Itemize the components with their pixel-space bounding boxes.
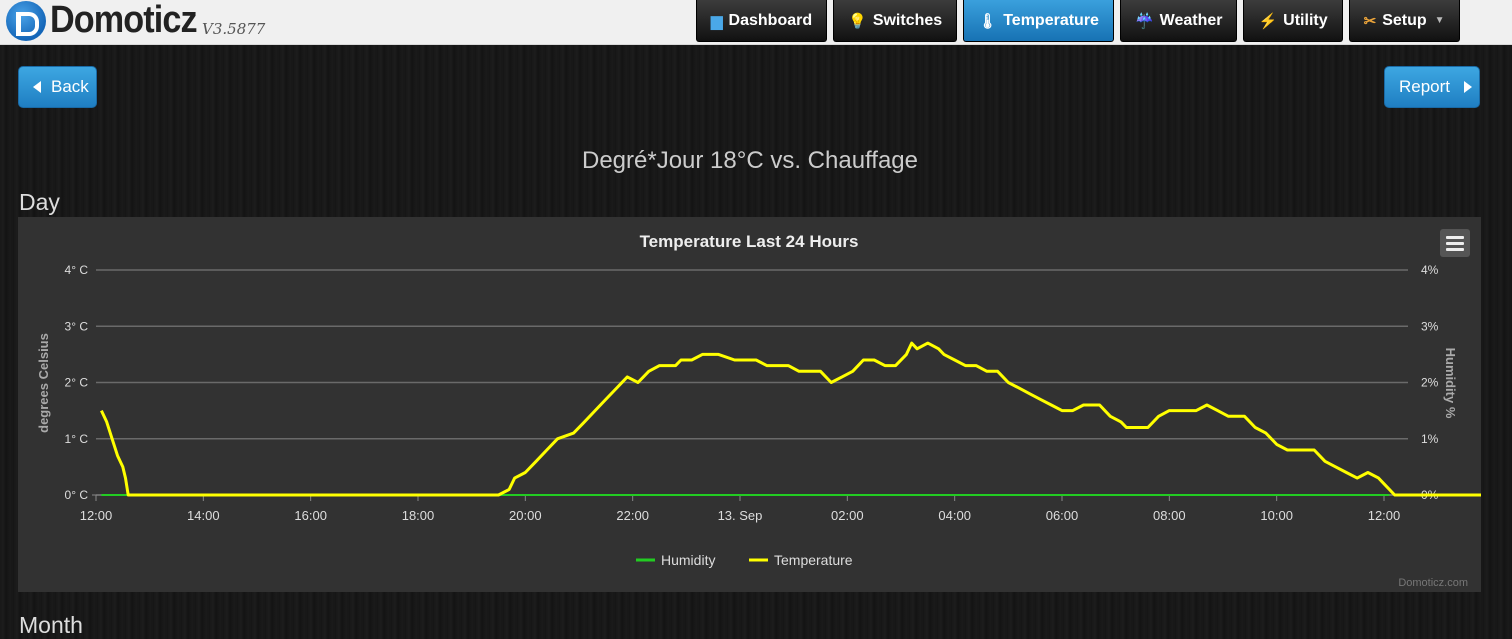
report-button-label: Report xyxy=(1399,77,1451,96)
domoticz-logo-icon xyxy=(6,1,46,41)
lightbulb-icon: 💡 xyxy=(848,12,867,30)
nav-label: Weather xyxy=(1159,11,1223,29)
utility-icon: ⚡ xyxy=(1258,12,1278,30)
main-nav: ▆ Dashboard 💡 Switches 🌡 Temperature ☔ W… xyxy=(696,0,1466,44)
nav-setup[interactable]: ✂ Setup ▼ xyxy=(1348,0,1460,42)
nav-label: Setup xyxy=(1382,11,1427,29)
rain-cloud-icon: ☔ xyxy=(1134,12,1154,30)
nav-label: Switches xyxy=(872,11,943,29)
top-bar: Domoticz V3.5877 ▆ Dashboard 💡 Switches … xyxy=(0,0,1512,45)
legend-label-humidity: Humidity xyxy=(661,552,715,568)
y-tick-label: 2° C xyxy=(65,376,89,390)
y-right-tick-label: 4% xyxy=(1421,263,1439,277)
app-logo[interactable]: Domoticz V3.5877 xyxy=(6,0,265,43)
series-line-temperature xyxy=(100,341,1497,497)
legend-label-temperature: Temperature xyxy=(774,552,853,568)
back-button[interactable]: Back xyxy=(18,66,97,108)
y-tick-label: 0° C xyxy=(65,488,89,502)
y-right-axis-label: Humidity % xyxy=(1443,348,1458,419)
y-tick-label: 4° C xyxy=(65,263,89,277)
nav-utility[interactable]: ⚡ Utility xyxy=(1243,0,1343,42)
x-tick-label: 18:00 xyxy=(402,508,435,523)
x-tick-label: 12:00 xyxy=(1368,508,1401,523)
x-tick-label: 08:00 xyxy=(1153,508,1186,523)
chevron-down-icon: ▼ xyxy=(1434,15,1445,26)
chart-panel: Temperature Last 24 Hours 0° C 0% 1° C 1% 2° … xyxy=(18,217,1497,592)
thermometer-icon: 🌡 xyxy=(978,12,998,30)
y-tick-label: 1° C xyxy=(65,432,89,446)
nav-dashboard[interactable]: ▆ Dashboard xyxy=(696,0,828,42)
monitor-icon: ▆ xyxy=(711,12,723,30)
report-button[interactable]: Report xyxy=(1384,66,1480,108)
y-right-tick-label: 1% xyxy=(1421,432,1439,446)
x-tick-label: 20:00 xyxy=(509,508,542,523)
x-tick-label: 16:00 xyxy=(294,508,327,523)
app-name: Domoticz xyxy=(50,0,198,41)
x-tick-label: 10:00 xyxy=(1260,508,1293,523)
nav-switches[interactable]: 💡 Switches xyxy=(833,0,958,42)
x-tick-label: 06:00 xyxy=(1046,508,1079,523)
arrow-right-icon xyxy=(1464,81,1473,93)
chart-credit: Domoticz.com xyxy=(1398,577,1468,589)
y-tick-label: 3° C xyxy=(65,319,89,333)
arrow-left-icon xyxy=(33,81,41,93)
y-right-tick-label: 3% xyxy=(1421,319,1439,333)
section-heading-month: Month xyxy=(19,612,83,638)
chart-menu-icon[interactable] xyxy=(1440,229,1470,257)
y-right-tick-label: 2% xyxy=(1421,376,1439,390)
x-tick-label: 13. Sep xyxy=(718,508,763,523)
x-tick-label: 22:00 xyxy=(616,508,649,523)
nav-weather[interactable]: ☔ Weather xyxy=(1119,0,1238,42)
y-axis-label: degrees Celsius xyxy=(36,333,51,433)
nav-temperature[interactable]: 🌡 Temperature xyxy=(963,0,1114,42)
chart-title: Temperature Last 24 Hours xyxy=(640,232,859,251)
page-title: Degré*Jour 18°C vs. Chauffage xyxy=(581,147,918,174)
section-heading-day: Day xyxy=(19,189,60,215)
back-button-label: Back xyxy=(51,77,89,96)
x-tick-label: 14:00 xyxy=(187,508,220,523)
nav-label: Dashboard xyxy=(728,11,813,29)
x-tick-label: 04:00 xyxy=(938,508,971,523)
x-tick-label: 02:00 xyxy=(831,508,864,523)
tools-icon: ✂ xyxy=(1363,12,1377,30)
nav-label: Utility xyxy=(1283,11,1328,29)
nav-label: Temperature xyxy=(1003,11,1099,29)
x-tick-label: 12:00 xyxy=(80,508,113,523)
app-version: V3.5877 xyxy=(202,20,266,38)
